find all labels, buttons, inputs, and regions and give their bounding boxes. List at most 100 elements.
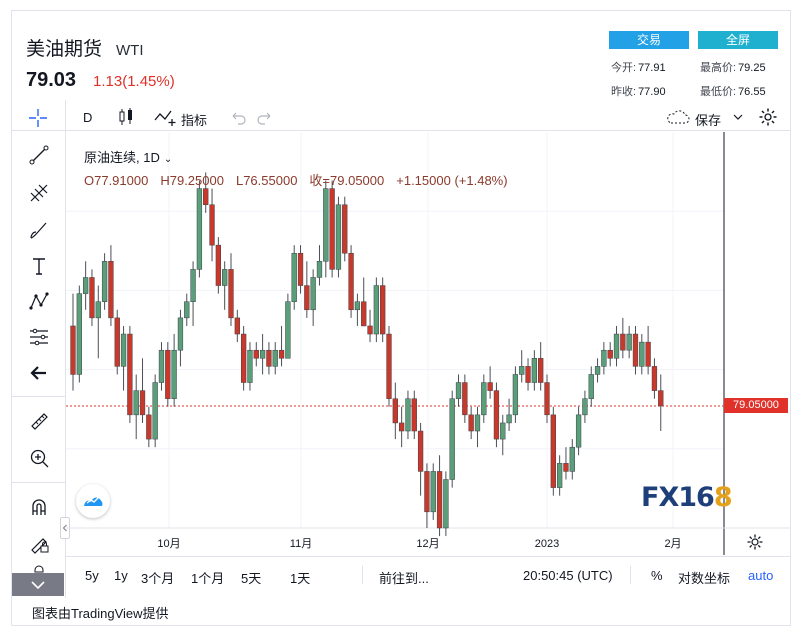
cloud-icon[interactable]: [665, 107, 691, 127]
series-legend-title[interactable]: 原油连续, 1D ⌄: [84, 150, 173, 165]
candle-body: [380, 285, 386, 335]
zoom-in-icon[interactable]: [26, 445, 52, 471]
log-scale-button[interactable]: 对数坐标: [678, 571, 731, 586]
candle-body: [190, 269, 196, 302]
gear-icon[interactable]: [757, 106, 779, 128]
candle-body: [544, 382, 550, 416]
candle: [209, 188, 215, 262]
candle-body: [455, 382, 462, 399]
chevron-down-icon[interactable]: [732, 110, 744, 122]
save-button[interactable]: 保存: [695, 113, 722, 128]
candle-body: [468, 414, 474, 432]
candle-body: [95, 301, 101, 319]
candle: [285, 293, 291, 359]
candle-body: [342, 204, 348, 254]
candle: [171, 334, 177, 407]
candle-body: [76, 293, 82, 375]
candle-body: [82, 277, 89, 294]
candle-body: [588, 374, 594, 399]
goto-date-button[interactable]: 前往到...: [379, 571, 429, 586]
interval-button[interactable]: D: [83, 110, 93, 125]
candle-body: [127, 333, 133, 416]
candle-body: [386, 333, 392, 399]
candle: [240, 325, 247, 391]
candle: [500, 414, 506, 456]
range-1m[interactable]: 1个月: [191, 571, 225, 586]
candle-body: [234, 317, 240, 335]
candle: [139, 358, 146, 423]
candle: [569, 439, 575, 480]
candle-body: [335, 204, 342, 270]
candle: [512, 366, 519, 423]
candle-body: [436, 471, 443, 529]
candle-body: [310, 277, 316, 311]
crosshair-icon[interactable]: [26, 106, 50, 130]
trend-line-icon[interactable]: [26, 142, 52, 168]
candle-body: [278, 349, 285, 359]
candle-body: [240, 333, 247, 383]
axis-settings-icon[interactable]: [746, 533, 764, 551]
eye-icon[interactable]: [26, 560, 52, 586]
candle: [177, 309, 184, 367]
pitchfork-icon[interactable]: [26, 180, 52, 206]
tradingview-credit[interactable]: 图表由TradingView提供: [32, 606, 169, 621]
redo-icon[interactable]: [256, 108, 274, 126]
drawing-toolbar: [12, 100, 66, 598]
arrow-left-icon[interactable]: [26, 360, 52, 386]
candle: [373, 277, 380, 343]
instrument-symbol: WTI: [116, 42, 144, 59]
candle-body: [443, 479, 449, 529]
candle-body: [632, 333, 639, 367]
range-1d[interactable]: 1天: [290, 571, 311, 586]
text-icon[interactable]: [26, 253, 52, 279]
candle-body: [424, 471, 430, 513]
tradingview-logo-icon[interactable]: [76, 484, 110, 518]
clock-time[interactable]: 20:50:45 (UTC): [523, 568, 613, 583]
candle-body: [133, 390, 139, 416]
candle: [82, 261, 89, 310]
x-tick-label: 2月: [664, 538, 681, 550]
candle: [380, 277, 386, 343]
magnet-icon[interactable]: [26, 494, 52, 520]
candle-body: [645, 341, 651, 367]
indicators-icon[interactable]: [153, 106, 177, 128]
collapse-toolbar-button[interactable]: [12, 573, 64, 596]
percent-scale-button[interactable]: %: [651, 568, 663, 583]
candle: [291, 245, 297, 310]
candle: [430, 463, 436, 520]
prediction-icon[interactable]: [26, 324, 52, 350]
undo-icon[interactable]: [229, 108, 247, 126]
lock-drawing-icon[interactable]: [26, 530, 52, 556]
range-1y[interactable]: 1y: [114, 568, 128, 583]
range-5y[interactable]: 5y: [85, 568, 99, 583]
candle-body: [101, 261, 108, 302]
instrument-title: 美油期货 WTI: [26, 34, 144, 61]
brush-icon[interactable]: [26, 217, 52, 243]
candle-body: [481, 382, 487, 416]
candle-body: [563, 463, 569, 472]
range-5d[interactable]: 5天: [241, 571, 262, 586]
ruler-icon[interactable]: [26, 408, 52, 434]
candle: [405, 390, 411, 440]
candle-body: [594, 366, 601, 375]
pattern-icon[interactable]: [26, 288, 52, 314]
candle-body: [89, 277, 95, 319]
candle-body: [639, 341, 645, 367]
candle-body: [304, 285, 310, 311]
candle-body: [215, 244, 222, 286]
indicators-button[interactable]: 指标: [181, 113, 208, 128]
candle: [601, 342, 607, 375]
trade-button[interactable]: 交易: [609, 31, 689, 49]
candles-icon[interactable]: [116, 106, 136, 128]
fullscreen-button[interactable]: 全屏: [698, 31, 778, 49]
candle-body: [291, 252, 297, 302]
range-3m[interactable]: 3个月: [141, 571, 175, 586]
candle-body: [550, 414, 556, 488]
candle-body: [259, 349, 266, 359]
candle: [247, 342, 253, 391]
candle: [323, 180, 329, 278]
candle-body: [405, 398, 411, 432]
auto-scale-button[interactable]: auto: [748, 568, 774, 583]
candle-body: [348, 252, 354, 311]
